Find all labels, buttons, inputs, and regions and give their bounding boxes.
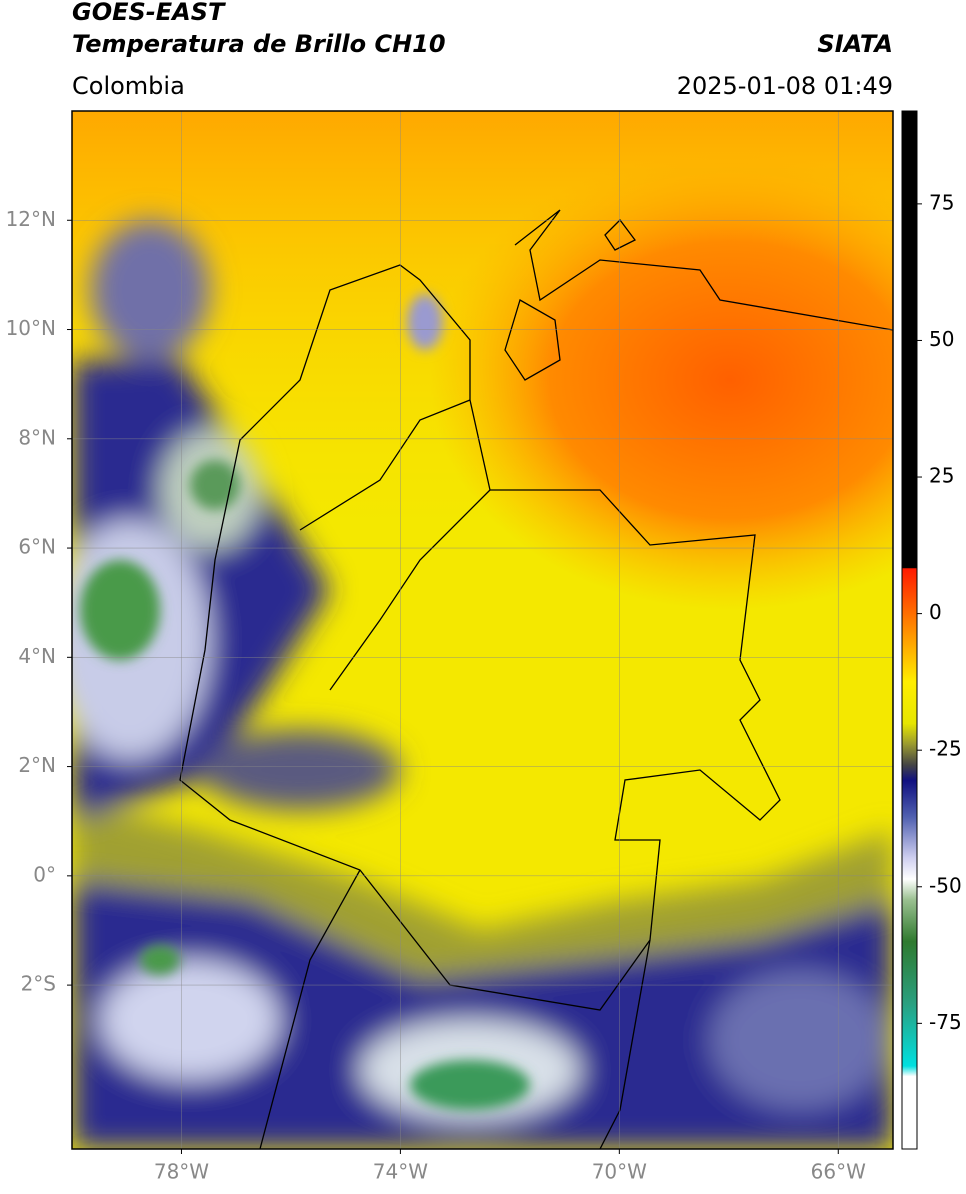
source: SIATA (817, 30, 893, 58)
colorbar-tick-label: -25 (929, 737, 962, 761)
colorbar-tick-label: 50 (929, 327, 954, 351)
y-tick-label: 12°N (6, 207, 56, 231)
colorbar-tick-label: -75 (929, 1010, 962, 1034)
colorbar-tick-label: 0 (929, 600, 942, 624)
x-tick-label: 78°W (154, 1160, 209, 1184)
title-1: GOES-EAST (72, 0, 226, 26)
colorbar-tick-label: -50 (929, 873, 962, 897)
title-2: Temperatura de Brillo CH10 (72, 30, 446, 58)
y-tick-label: 0° (33, 862, 56, 886)
y-tick-label: 6°N (18, 535, 56, 559)
satellite-image (72, 111, 893, 1149)
region: Colombia (72, 72, 185, 100)
y-tick-label: 8°N (18, 425, 56, 449)
colorbar (901, 110, 918, 1150)
y-tick-label: 10°N (6, 316, 56, 340)
colorbar-tick-label: 75 (929, 190, 954, 214)
map-frame (71, 110, 894, 1150)
colorbar-tick-label: 25 (929, 464, 954, 488)
datetime: 2025-01-08 01:49 (677, 72, 893, 100)
y-tick-label: 2°S (21, 972, 56, 996)
x-tick-label: 66°W (811, 1160, 866, 1184)
x-tick-label: 74°W (373, 1160, 428, 1184)
y-tick-label: 4°N (18, 644, 56, 668)
y-tick-label: 2°N (18, 753, 56, 777)
x-tick-label: 70°W (592, 1160, 647, 1184)
